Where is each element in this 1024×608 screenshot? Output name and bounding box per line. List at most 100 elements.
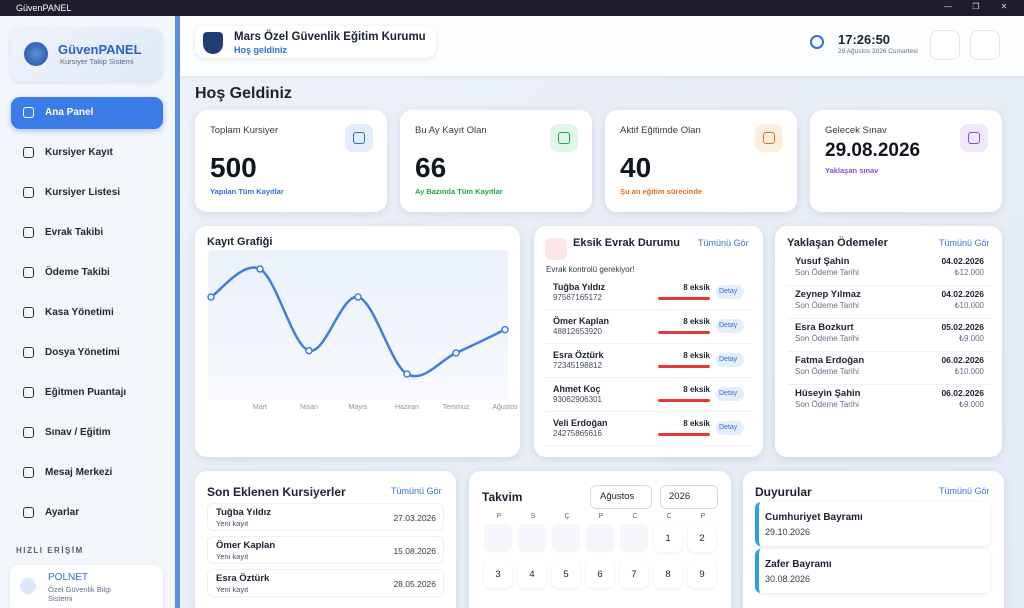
nav-label: Dosya Yönetimi: [45, 347, 120, 358]
clock-time: 17:26:50: [838, 32, 891, 47]
day-number: 9: [699, 569, 705, 580]
recent-link[interactable]: Tümünü Gör: [391, 486, 442, 496]
stat-label: Bu Ay Kayıt Olan: [415, 125, 487, 136]
due-amount: ₺10.000: [954, 367, 984, 376]
nav-icon: [23, 387, 34, 398]
window-button[interactable]: ❐: [972, 2, 980, 11]
day-number: 4: [529, 569, 535, 580]
nav-label: Kursiyer Kayıt: [45, 147, 113, 158]
detail-chip[interactable]: [716, 285, 744, 299]
stat-icon-glyph: [968, 132, 980, 144]
stat-icon: [345, 124, 373, 152]
detail-chip[interactable]: [716, 353, 744, 367]
payer-name: Esra Bozkurt: [795, 322, 854, 333]
nav-icon: [23, 507, 34, 518]
payer-name: Fatma Erdoğan: [795, 355, 865, 366]
due-amount: ₺9.000: [958, 334, 984, 343]
detail-chip[interactable]: [716, 421, 744, 435]
student-name: Esra Öztürk: [553, 350, 604, 360]
nav-icon: [23, 187, 34, 198]
stat-note: Yaklaşan sınav: [825, 166, 879, 175]
due-amount: ₺10.000: [954, 301, 984, 310]
missing-link[interactable]: Tümünü Gör: [698, 238, 749, 248]
calendar-day[interactable]: [484, 560, 512, 588]
stat-note: Şu an eğitim sürecinde: [620, 187, 703, 196]
window-button[interactable]: —: [944, 2, 952, 11]
x-tick-label: Mayıs: [349, 404, 368, 411]
missing-bar: [658, 365, 710, 368]
quick-icon: [20, 578, 36, 594]
nav-icon: [23, 107, 34, 118]
due-label: Son Ödeme Tarihi: [795, 268, 859, 277]
stat-note: Ay Bazında Tüm Kayıtlar: [415, 187, 503, 196]
missing-row: [546, 313, 751, 344]
announcement-title: Cumhuriyet Bayramı: [765, 512, 863, 523]
calendar-day[interactable]: [586, 560, 614, 588]
data-point: [501, 325, 509, 334]
payments-title: Yaklaşan Ödemeler: [787, 237, 888, 249]
calendar-day[interactable]: [654, 560, 682, 588]
calendar-day[interactable]: [552, 560, 580, 588]
nav-label: Sınav / Eğitim: [45, 427, 111, 438]
payer-name: Zeynep Yılmaz: [795, 289, 861, 300]
due-date: 06.02.2026: [941, 355, 984, 365]
missing-icon: [545, 238, 567, 260]
quick-access-title: HIZLI ERİŞİM: [16, 546, 84, 555]
calendar-empty: [586, 524, 614, 552]
stat-value: 40: [620, 152, 652, 183]
org-title: Mars Özel Güvenlik Eğitim Kurumu: [234, 31, 426, 43]
stat-label: Gelecek Sınav: [825, 125, 887, 136]
missing-row: [546, 279, 751, 310]
due-amount: ₺12.000: [954, 268, 984, 277]
student-id: 97567165172: [553, 293, 602, 302]
announcements-link[interactable]: Tümünü Gör: [939, 486, 990, 496]
calendar-day[interactable]: [688, 524, 716, 552]
nav-item[interactable]: [11, 97, 163, 129]
org-logo: [203, 32, 223, 54]
detail-chip[interactable]: [716, 319, 744, 333]
stat-icon-glyph: [763, 132, 775, 144]
student-name: Ahmet Koç: [553, 384, 601, 394]
calendar-day[interactable]: [518, 560, 546, 588]
notifications-button[interactable]: [970, 30, 1000, 60]
nav-label: Mesaj Merkezi: [45, 467, 113, 478]
month-select[interactable]: [590, 485, 652, 509]
year-select[interactable]: [660, 485, 718, 509]
student-note: Yeni kayıt: [216, 552, 249, 561]
calendar-empty: [620, 524, 648, 552]
calendar-day[interactable]: [654, 524, 682, 552]
recent-title: Son Eklenen Kursiyerler: [207, 485, 346, 499]
window-button[interactable]: ✕: [1000, 2, 1008, 11]
student-name: Ömer Kaplan: [553, 316, 610, 326]
announcements-title: Duyurular: [755, 485, 812, 499]
data-point: [452, 349, 460, 357]
due-label: Son Ödeme Tarihi: [795, 367, 859, 376]
missing-bar: [658, 399, 710, 402]
nav-label: Eğitmen Puantajı: [45, 387, 127, 398]
row-divider: [787, 351, 992, 352]
detail-button: Detay: [719, 288, 738, 295]
student-id: 72345198812: [553, 361, 602, 370]
calendar-empty: [518, 524, 546, 552]
nav-icon: [23, 467, 34, 478]
data-point: [256, 265, 264, 273]
payer-name: Hüseyin Şahin: [795, 388, 861, 399]
calendar-day[interactable]: [688, 560, 716, 588]
missing-count: 8 eksik: [683, 385, 710, 394]
calendar-day[interactable]: [620, 560, 648, 588]
quick-title: POLNET: [48, 572, 89, 583]
x-tick-label: Ağustos: [492, 404, 518, 411]
nav-label: Ana Panel: [45, 107, 94, 118]
stat-note: Yapılan Tüm Kayıtlar: [210, 187, 284, 196]
row-divider: [787, 384, 992, 385]
student-date: 27.03.2026: [393, 513, 436, 523]
theme-button[interactable]: [930, 30, 960, 60]
detail-button: Detay: [719, 322, 738, 329]
payments-link[interactable]: Tümünü Gör: [939, 238, 990, 248]
weekday: P: [496, 513, 502, 520]
nav-label: Ayarlar: [45, 507, 80, 518]
detail-chip[interactable]: [716, 387, 744, 401]
window-title: GüvenPANEL: [16, 3, 72, 13]
missing-docs-card: [534, 226, 763, 457]
student-name: Tuğba Yıldız: [216, 507, 272, 518]
